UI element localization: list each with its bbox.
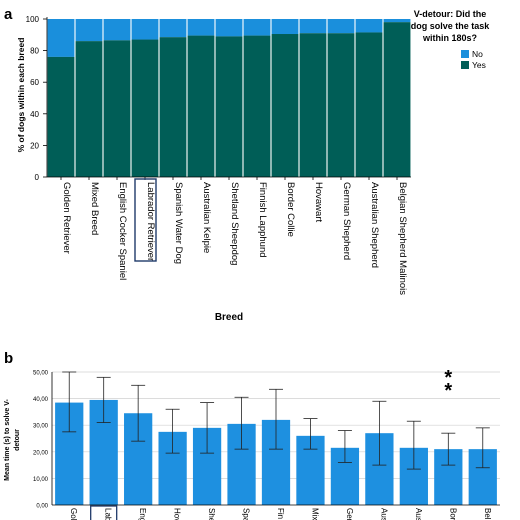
x-tick-label: Australian Shepherd bbox=[369, 182, 380, 268]
bar-yes-segment bbox=[327, 33, 355, 177]
x-tick-label: Australian Kelpie bbox=[201, 182, 212, 253]
y-tick-label: 20,00 bbox=[33, 450, 49, 456]
y-tick-label: 40,00 bbox=[33, 397, 49, 403]
bar-yes-segment bbox=[75, 41, 103, 178]
bar-yes-segment bbox=[271, 34, 299, 178]
y-tick-label: 10,00 bbox=[33, 477, 49, 483]
y-tick-label: 50,00 bbox=[33, 371, 49, 377]
bar-no-segment bbox=[103, 19, 131, 41]
bar-yes-segment bbox=[383, 22, 411, 177]
panel-a-y-axis-title: % of dogs within each breed bbox=[16, 38, 26, 153]
x-tick-label: Belgian Shepherd Malinois bbox=[397, 182, 408, 295]
legend-label-no: No bbox=[472, 49, 483, 59]
legend-swatch-yes bbox=[461, 61, 469, 69]
bar-yes-segment bbox=[103, 40, 131, 177]
x-tick-label: Aus bbox=[414, 508, 423, 520]
x-tick-label: Bel bbox=[483, 508, 492, 520]
x-tick-label: Border Collie bbox=[285, 182, 296, 237]
x-tick-label: Shetland Sheepdog bbox=[229, 182, 240, 265]
bar-yes-segment bbox=[299, 33, 327, 177]
y-tick-label: 20 bbox=[30, 141, 39, 150]
bar-no-segment bbox=[215, 19, 243, 37]
bar-yes-segment bbox=[215, 36, 243, 177]
panel-b: b Mean time (s) to solve V- detour 0,00 1… bbox=[4, 350, 500, 520]
y-tick-label: 0 bbox=[35, 173, 40, 182]
panel-a-x-axis-title: Breed bbox=[215, 312, 243, 323]
legend-swatch-no bbox=[461, 50, 469, 58]
x-tick-label: Spa bbox=[242, 508, 251, 520]
bar-no-segment bbox=[327, 19, 355, 34]
panel-b-y-axis-title-line-1: Mean time (s) to solve V- bbox=[4, 398, 11, 480]
x-tick-label: Bor bbox=[448, 508, 457, 520]
y-tick-label: 100 bbox=[26, 15, 40, 24]
x-tick-label: Gol bbox=[69, 508, 78, 520]
x-tick-label: Aus bbox=[379, 508, 388, 520]
bar-no-segment bbox=[75, 19, 103, 42]
panel-a-plot-area: Golden Retriever Mixed Breed English Cocke… bbox=[26, 15, 411, 295]
x-tick-label: Hov bbox=[173, 508, 182, 520]
x-tick-label: Mixed Breed bbox=[89, 182, 100, 235]
bar-no-segment bbox=[243, 19, 271, 36]
highlight-box bbox=[90, 505, 118, 520]
x-tick-label: English Cocker Spaniel bbox=[117, 182, 128, 280]
bar-yes-segment bbox=[355, 32, 383, 178]
x-tick-label: Golden Retriever bbox=[61, 182, 72, 254]
panel-a-label: a bbox=[4, 6, 13, 23]
panel-a-legend: V-detour: Did the dog solve the task wit… bbox=[411, 9, 491, 70]
bar-no-segment bbox=[131, 19, 159, 40]
panel-b-y-axis-title-line-2: detour bbox=[14, 429, 21, 451]
legend-title-line-2: dog solve the task bbox=[411, 21, 491, 31]
bar-no-segment bbox=[159, 19, 187, 38]
y-tick-label: 0,00 bbox=[36, 504, 48, 510]
bar-yes-segment bbox=[243, 35, 271, 178]
bar-no-segment bbox=[383, 19, 411, 23]
y-tick-label: 40 bbox=[30, 110, 39, 119]
x-tick-label: Hovawart bbox=[313, 182, 324, 222]
highlight-box bbox=[134, 178, 157, 262]
legend-label-yes: Yes bbox=[472, 60, 486, 70]
bar-no-segment bbox=[47, 19, 75, 57]
x-tick-label: Finnish Lapphund bbox=[257, 182, 268, 258]
bar-yes-segment bbox=[159, 37, 187, 177]
x-tick-label: Lab bbox=[104, 508, 113, 520]
y-tick-label: 60 bbox=[30, 78, 39, 87]
bar-no-segment bbox=[271, 19, 299, 35]
x-tick-label: Mix bbox=[310, 508, 319, 520]
panel-b-plot-area: 0,00 10,00 20,00 30,00 40,00 50,00 Gol Lab Eng Ho… bbox=[33, 367, 500, 520]
panel-b-label: b bbox=[4, 350, 13, 367]
bar-no-segment bbox=[299, 19, 327, 34]
bar-yes-segment bbox=[131, 39, 159, 177]
x-tick-label: Ger bbox=[345, 508, 354, 520]
significance-asterisk: * bbox=[444, 380, 452, 402]
legend-title-line-3: within 180s? bbox=[422, 33, 477, 43]
legend-title-line-1: V-detour: Did the bbox=[414, 9, 487, 19]
x-tick-label: Eng bbox=[138, 508, 147, 520]
bar-yes-segment bbox=[47, 56, 75, 177]
y-tick-label: 30,00 bbox=[33, 424, 49, 430]
bar-no-segment bbox=[355, 19, 383, 33]
significance-asterisk: * bbox=[444, 367, 452, 389]
x-tick-label: She bbox=[207, 508, 216, 520]
panel-a: a % of dogs within each breed Golden Ret… bbox=[4, 6, 490, 323]
y-tick-label: 80 bbox=[30, 47, 39, 56]
panel-b-y-axis-title: Mean time (s) to solve V- detour bbox=[4, 398, 21, 480]
bar-no-segment bbox=[187, 19, 215, 36]
x-tick-label: Fin bbox=[276, 508, 285, 519]
x-tick-label: German Shepherd bbox=[341, 182, 352, 260]
bar-yes-segment bbox=[187, 35, 215, 178]
x-tick-label: Spanish Water Dog bbox=[173, 182, 184, 264]
x-tick-label: Labrador Retriever bbox=[145, 182, 156, 261]
